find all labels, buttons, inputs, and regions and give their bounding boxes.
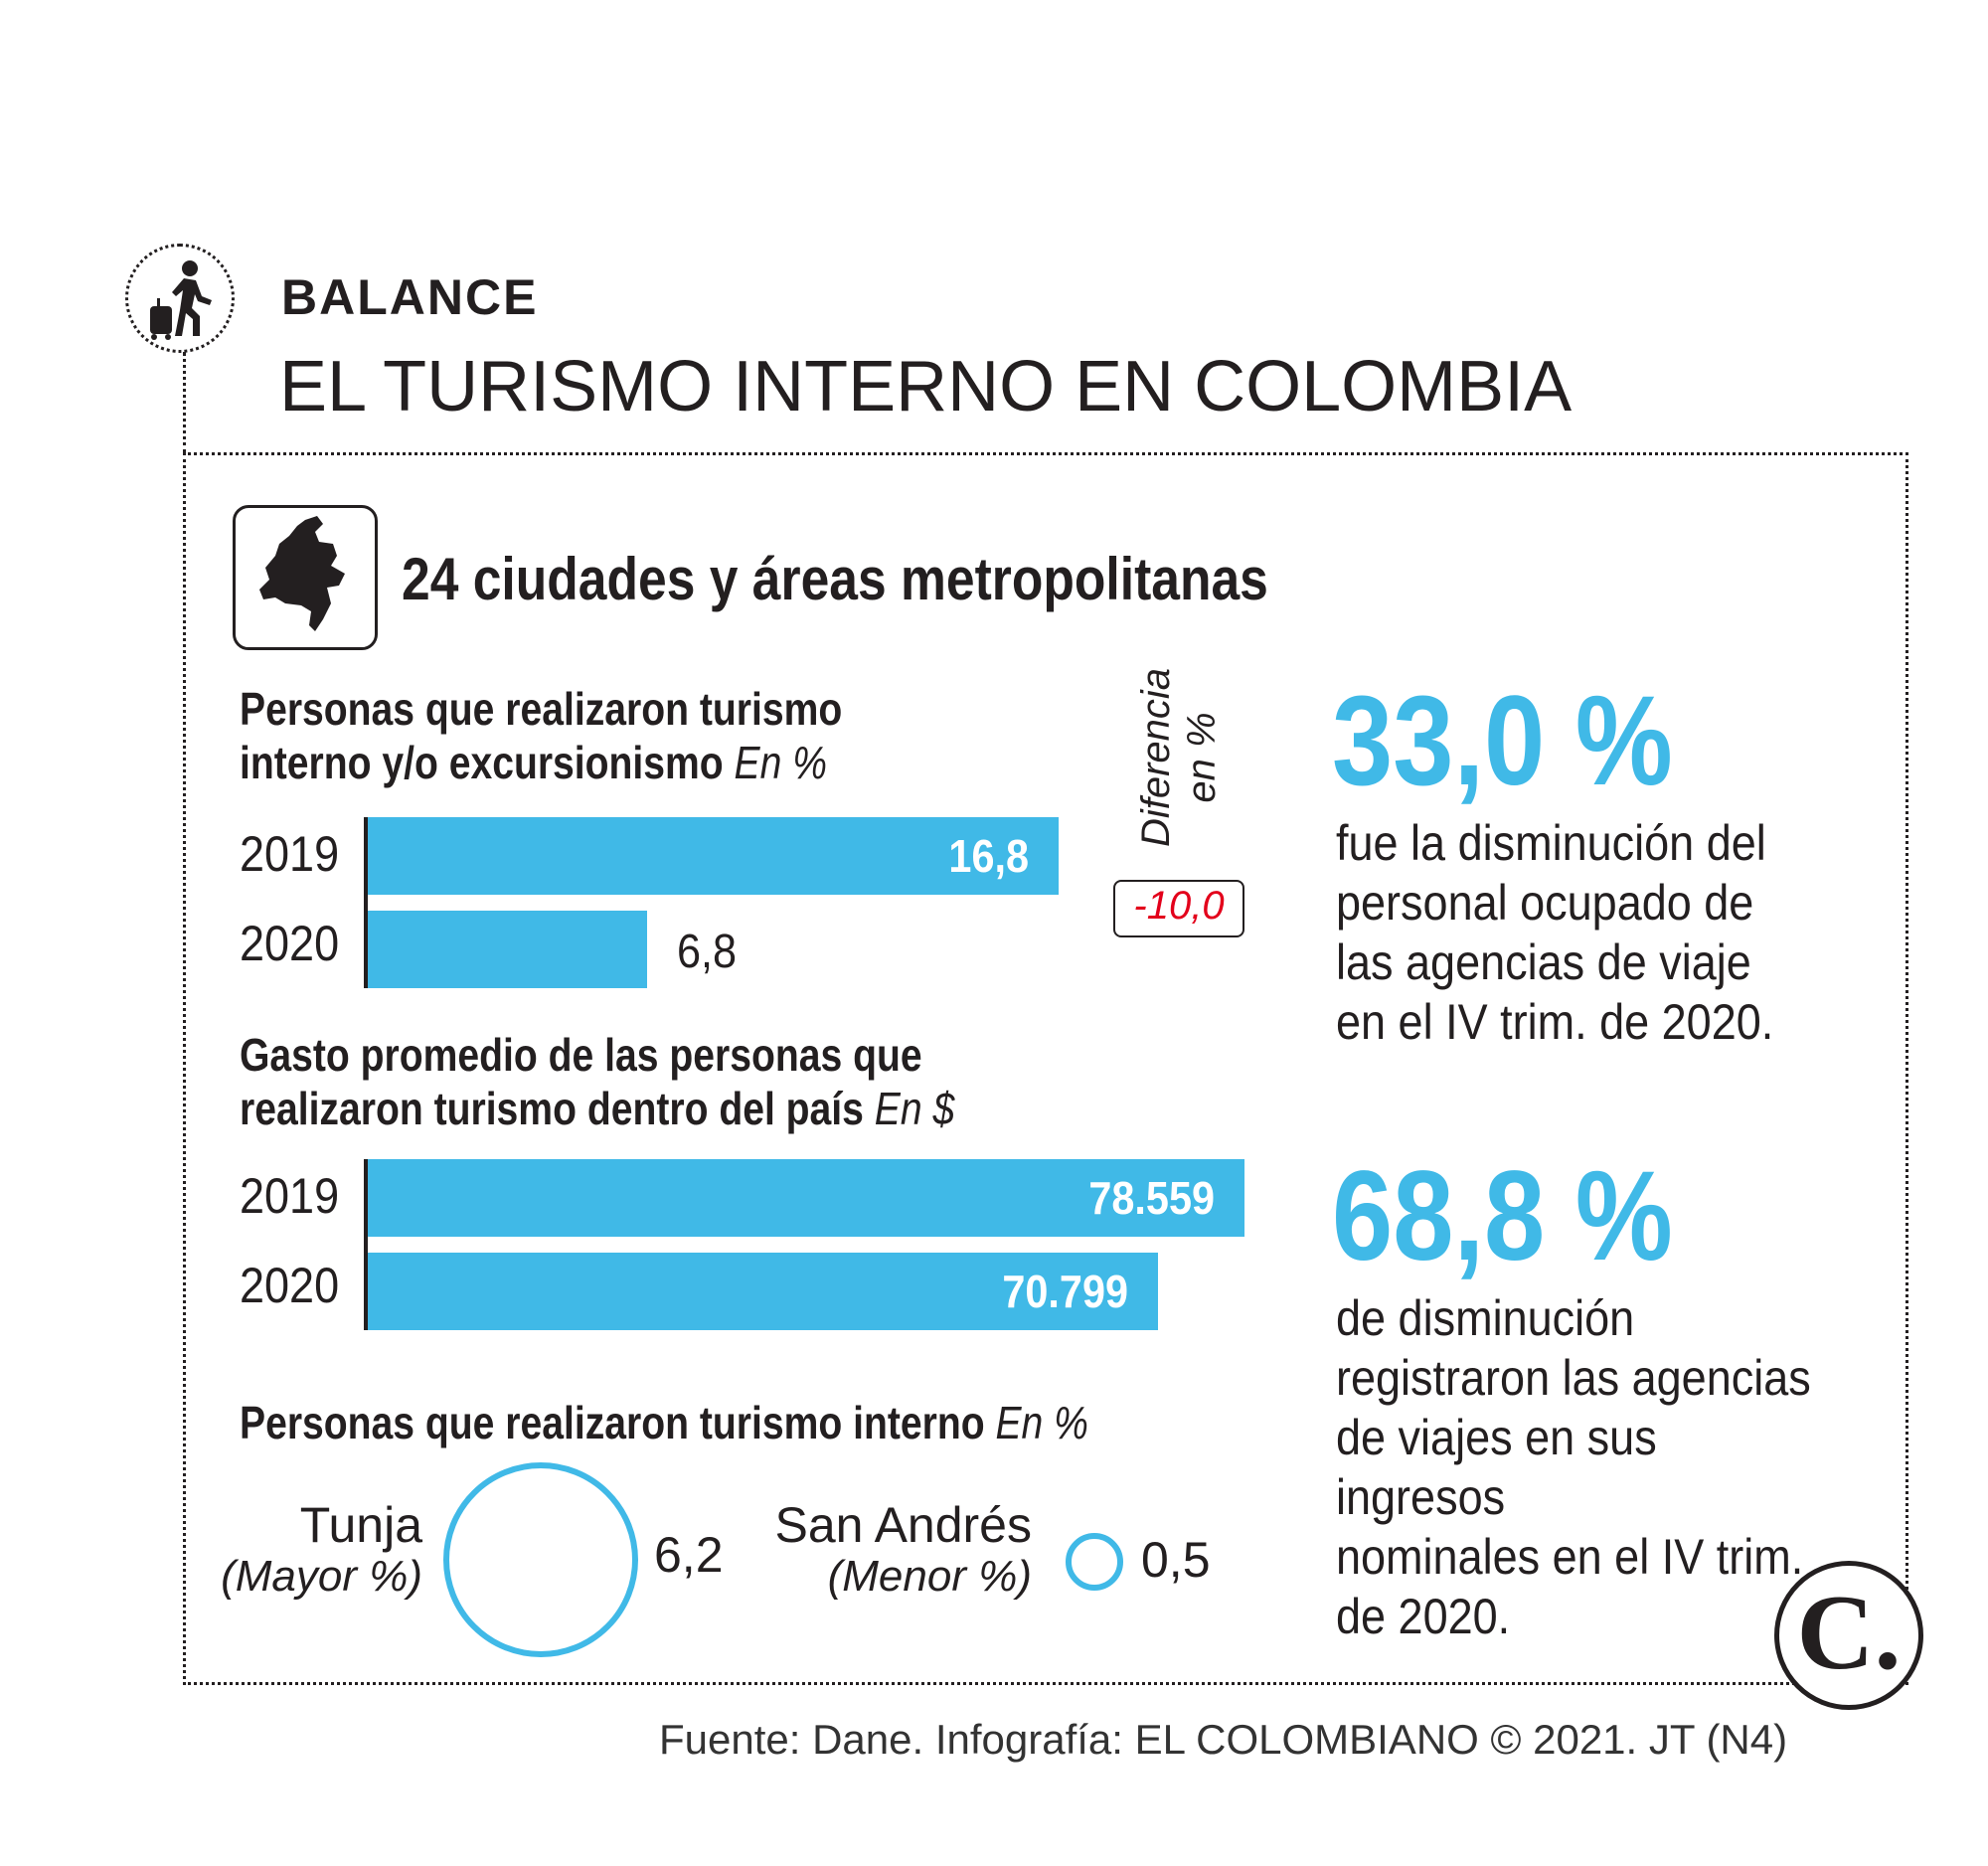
stat2-line1: de disminución: [1336, 1290, 1635, 1346]
kicker: BALANCE: [281, 269, 539, 325]
chart2-value-2019: 78.559: [1088, 1172, 1215, 1224]
difference-box: [1113, 880, 1244, 937]
source-credit: Fuente: Dane. Infografía: EL COLOMBIANO …: [659, 1716, 1788, 1763]
chart2-title-line2: realizaron turismo dentro del país: [240, 1083, 864, 1134]
bubble-value-san-andres: 0,5: [1141, 1532, 1211, 1588]
difference-value: -10,0: [1133, 884, 1225, 928]
chart2-axis: [364, 1159, 368, 1330]
chart2-title-line1: Gasto promedio de las personas que: [240, 1029, 922, 1081]
dotted-connector: [183, 352, 186, 453]
stat2-value: 68,8 %: [1332, 1145, 1673, 1287]
bubble-value-tunja: 6,2: [654, 1527, 724, 1583]
page-title: EL TURISMO INTERNO EN COLOMBIA: [279, 347, 1573, 426]
difference-label: Diferencia en %: [1133, 658, 1225, 857]
stat1-line3: las agencias de viaje: [1336, 934, 1751, 990]
chart1-category-2020: 2020: [240, 916, 340, 971]
chart1-title: Personas que realizaron turismo interno …: [240, 682, 842, 789]
chart1-bar-2020: [368, 911, 648, 988]
chart2-value-2020: 70.799: [1002, 1266, 1128, 1317]
colombia-map-icon: [259, 516, 345, 631]
difference-label-line1: Diferencia: [1134, 667, 1178, 848]
chart2-bar-2020: [368, 1253, 1158, 1330]
chart2-title: Gasto promedio de las personas que reali…: [240, 1028, 954, 1135]
el-colombiano-logo: [1774, 1561, 1923, 1710]
stat2-line2: registraron las agencias: [1336, 1350, 1811, 1406]
chart1-value-2019: 16,8: [948, 830, 1029, 882]
traveler-with-suitcase-icon: [150, 260, 212, 340]
chart3-unit: En %: [995, 1397, 1088, 1448]
bubble-city-san-andres: San Andrés: [774, 1497, 1032, 1553]
chart1-bar-2019: [368, 817, 1059, 895]
map-badge: [233, 505, 378, 650]
chart1-title-line1: Personas que realizaron turismo: [240, 683, 843, 735]
bubble-city-tunja: Tunja: [299, 1497, 422, 1553]
content-frame: [183, 452, 1908, 1685]
stat1-line1: fue la disminución del: [1336, 815, 1766, 871]
stat2-line5: de 2020.: [1336, 1589, 1511, 1644]
stat1-line4: en el IV trim. de 2020.: [1336, 994, 1774, 1050]
traveler-icon-badge: [125, 244, 235, 353]
stat1-value: 33,0 %: [1332, 670, 1673, 812]
chart2-category-2020: 2020: [240, 1258, 340, 1313]
chart1-unit: En %: [734, 737, 828, 788]
chart2-category-2019: 2019: [240, 1168, 340, 1224]
bubble-note-san-andres: (Menor %): [827, 1552, 1032, 1601]
stat2-text: de disminución registraron las agencias …: [1336, 1288, 1837, 1646]
section-title: 24 ciudades y áreas metropolitanas: [402, 546, 1268, 612]
stat1-text: fue la disminución del personal ocupado …: [1336, 813, 1837, 1052]
chart1-category-2019: 2019: [240, 826, 340, 882]
stat2-line3: de viajes en sus ingresos: [1336, 1410, 1657, 1525]
chart3-title: Personas que realizaron turismo interno …: [240, 1396, 1088, 1449]
bubble-note-tunja: (Mayor %): [221, 1552, 422, 1601]
chart2-unit: En $: [874, 1083, 955, 1134]
logo-letter: C.: [1796, 1574, 1902, 1692]
chart1-axis: [364, 817, 368, 988]
bubble-tunja: [443, 1462, 638, 1657]
chart3-title-text: Personas que realizaron turismo interno: [240, 1397, 985, 1448]
stat1-line2: personal ocupado de: [1336, 875, 1754, 931]
chart1-title-line2: interno y/o excursionismo: [240, 737, 724, 788]
difference-label-line2: en %: [1180, 712, 1224, 803]
chart1-value-2020: 6,8: [677, 926, 738, 978]
chart2-bar-2019: [368, 1159, 1244, 1237]
bubble-san-andres: [1066, 1533, 1123, 1591]
stat2-line4: nominales en el IV trim.: [1336, 1529, 1804, 1585]
